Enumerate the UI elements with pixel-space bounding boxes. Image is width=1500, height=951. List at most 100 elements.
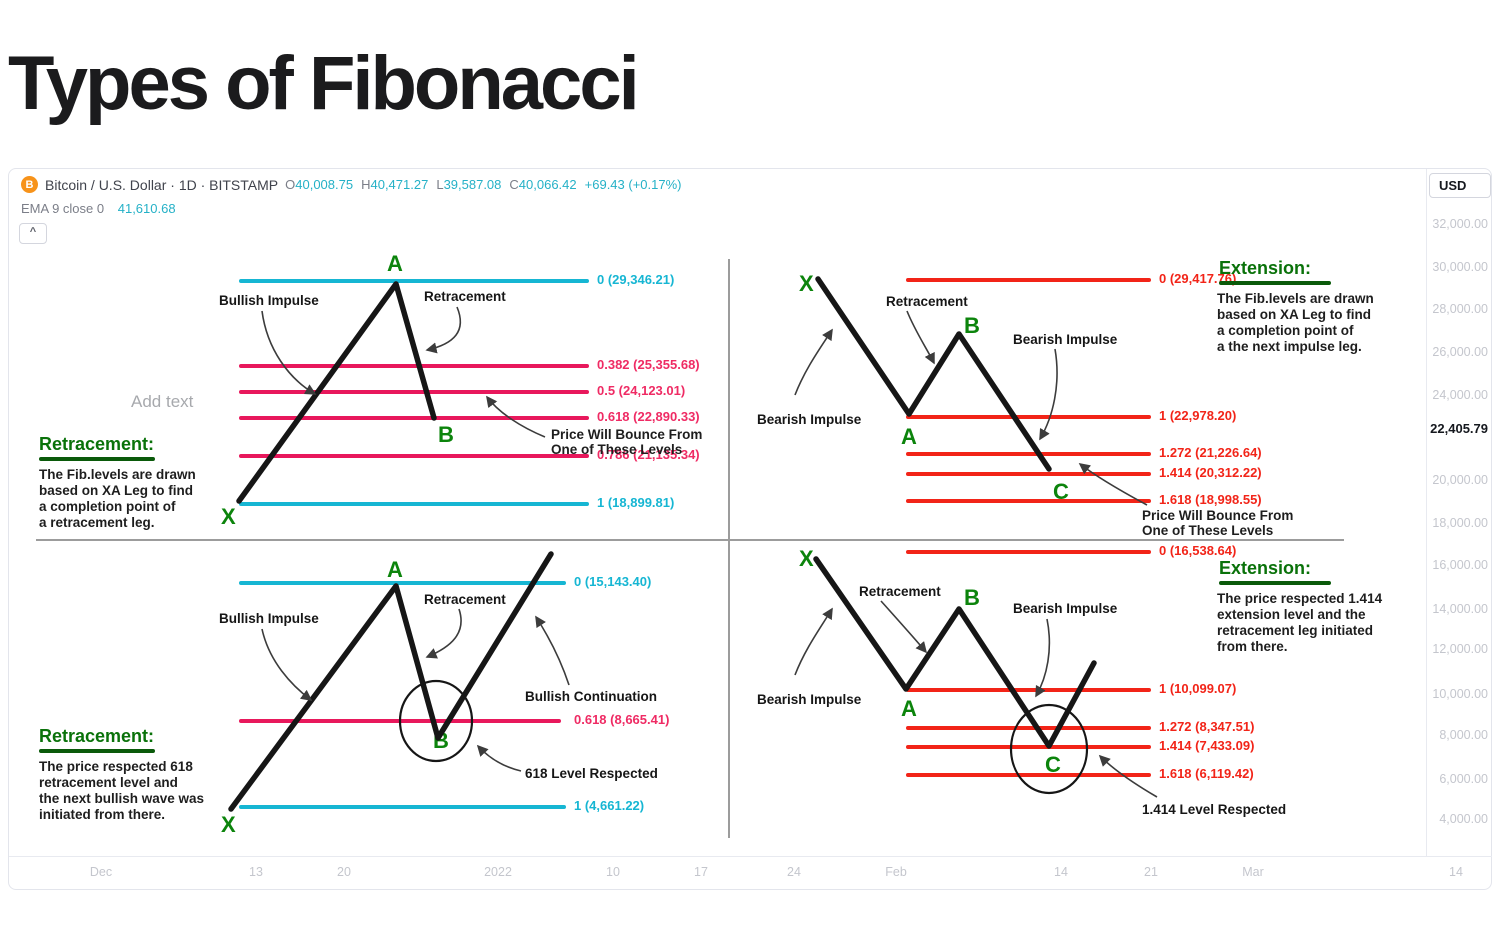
point-a-label: A	[387, 251, 403, 276]
fib-line-05[interactable]	[239, 390, 589, 394]
fib-line-1272[interactable]	[906, 726, 1151, 730]
price-axis-label: 16,000.00	[1432, 558, 1488, 572]
fib-line-0618[interactable]	[239, 719, 561, 723]
price-axis-label: 26,000.00	[1432, 345, 1488, 359]
add-text-placeholder[interactable]: Add text	[131, 392, 194, 411]
br-respected-circle	[1009, 703, 1089, 795]
point-x-label: X	[799, 271, 814, 296]
tr-retracement-arrow	[906, 310, 935, 365]
bearish-impulse-annotation: Bearish Impulse	[1013, 601, 1118, 616]
low-value: 39,587.08	[443, 177, 502, 192]
fib-label-0618: 0.618 (8,665.41)	[574, 712, 670, 727]
fib-label-1: 1 (18,899.81)	[597, 495, 675, 510]
price-axis-label: 32,000.00	[1432, 217, 1488, 231]
price-axis-label: 4,000.00	[1439, 812, 1488, 826]
fib-line-0618[interactable]	[239, 416, 589, 420]
collapse-legend-button[interactable]: ^	[19, 223, 47, 244]
bounce-note: Price Will Bounce From One of These Leve…	[1142, 508, 1294, 538]
fib-label-1: 1 (4,661.22)	[574, 798, 645, 813]
price-axis-label: 18,000.00	[1432, 516, 1488, 530]
fib-label-1414: 1.414 (7,433.09)	[1159, 738, 1255, 753]
point-b-label: B	[438, 422, 454, 447]
time-axis-label: Mar	[1242, 865, 1264, 879]
heading-underline	[1219, 281, 1331, 285]
extension-description: The price respected 1.414 extension leve…	[1217, 591, 1383, 654]
ema-value: 41,610.68	[117, 201, 176, 216]
high-value: 40,471.27	[370, 177, 429, 192]
fib-label-1414: 1.414 (20,312.22)	[1159, 465, 1262, 480]
fib-line-0382[interactable]	[239, 364, 589, 368]
ema-indicator-row[interactable]: EMA 9 close 0 41,610.68	[21, 201, 176, 216]
fib-label-1618: 1.618 (18,998.55)	[1159, 492, 1262, 507]
br-bearish-left-arrow	[794, 607, 833, 676]
retracement-annotation: Retracement	[424, 289, 506, 304]
extension-heading: Extension:	[1219, 558, 1312, 578]
current-price-label: 22,405.79	[1430, 421, 1488, 436]
price-axis-label: 14,000.00	[1432, 602, 1488, 616]
time-axis-label: 20	[337, 865, 351, 879]
retracement-annotation: Retracement	[424, 592, 506, 607]
time-axis-label: 13	[249, 865, 263, 879]
fib-line-1618[interactable]	[906, 499, 1151, 503]
fib-label-1272: 1.272 (8,347.51)	[1159, 719, 1255, 734]
fib-line-1[interactable]	[906, 688, 1151, 692]
br-bearish-mid-arrow	[1035, 618, 1051, 698]
price-axis-label: 8,000.00	[1439, 728, 1488, 742]
bl-respected-arrow	[476, 744, 522, 772]
fib-line-0786[interactable]	[239, 454, 589, 458]
heading-underline	[39, 749, 155, 753]
chart-panel[interactable]: B Bitcoin / U.S. Dollar · 1D · BITSTAMP …	[8, 168, 1492, 890]
fib-label-1: 1 (10,099.07)	[1159, 681, 1237, 696]
symbol-title[interactable]: Bitcoin / U.S. Dollar · 1D · BITSTAMP	[45, 176, 279, 193]
fib-label-0618: 0.618 (22,890.33)	[597, 409, 700, 424]
price-axis-label: 12,000.00	[1432, 642, 1488, 656]
fib-line-1[interactable]	[239, 805, 566, 809]
br-price-leg	[813, 556, 1097, 749]
close-value: 40,066.42	[518, 177, 577, 192]
point-a-label: A	[901, 696, 917, 721]
fib-line-1[interactable]	[906, 415, 1151, 419]
retracement-heading: Retracement:	[39, 434, 155, 454]
point-b-label: B	[964, 313, 980, 338]
bearish-impulse-annotation: Bearish Impulse	[757, 412, 862, 427]
price-axis-label: 28,000.00	[1432, 302, 1488, 316]
retracement-description: The Fib.levels are drawn based on XA Leg…	[39, 467, 196, 530]
price-axis-label: 30,000.00	[1432, 260, 1488, 274]
tl-bullish-arrow	[261, 310, 317, 395]
fib-line-1414[interactable]	[906, 745, 1151, 749]
point-a-label: A	[387, 557, 403, 582]
fib-line-0[interactable]	[906, 550, 1151, 554]
price-axis-label: 6,000.00	[1439, 772, 1488, 786]
fib-label-0: 0 (29,346.21)	[597, 272, 675, 287]
open-label: O	[285, 177, 296, 192]
currency-toggle-button[interactable]: USD	[1429, 173, 1491, 198]
bl-continuation-arrow	[535, 615, 570, 686]
retracement-heading: Retracement:	[39, 726, 155, 746]
heading-underline	[1219, 581, 1331, 585]
fib-line-0[interactable]	[239, 279, 589, 283]
fib-line-1618[interactable]	[906, 773, 1151, 777]
fib-line-1414[interactable]	[906, 472, 1151, 476]
page-title: Types of Fibonacci	[8, 41, 640, 126]
point-c-label: C	[1053, 479, 1069, 504]
ohlc-values: O40,008.75 H40,471.27 L39,587.08 C40,066…	[285, 177, 681, 192]
close-label: C	[509, 177, 519, 192]
fib-line-1272[interactable]	[906, 452, 1151, 456]
retracement-annotation: Retracement	[859, 584, 941, 599]
point-c-label: C	[1045, 752, 1061, 777]
price-axis-label: 20,000.00	[1432, 473, 1488, 487]
fib-label-0786: 0.786 (21,135.34)	[597, 447, 700, 462]
low-label: L	[436, 177, 444, 192]
time-axis-label: 2022	[484, 865, 512, 879]
ema-label: EMA 9 close 0	[21, 201, 105, 216]
point-x-label: X	[221, 504, 236, 529]
tr-bearish-left-arrow	[794, 328, 833, 396]
fib-line-1[interactable]	[239, 502, 589, 506]
fib-line-0[interactable]	[906, 278, 1151, 282]
price-axis-label: 10,000.00	[1432, 687, 1488, 701]
tl-retracement-arrow	[425, 306, 462, 354]
fib-label-1: 1 (22,978.20)	[1159, 408, 1237, 423]
bullish-continuation-annotation: Bullish Continuation	[525, 689, 657, 704]
level-respected-annotation: 1.414 Level Respected	[1142, 802, 1287, 817]
heading-underline	[39, 457, 155, 461]
